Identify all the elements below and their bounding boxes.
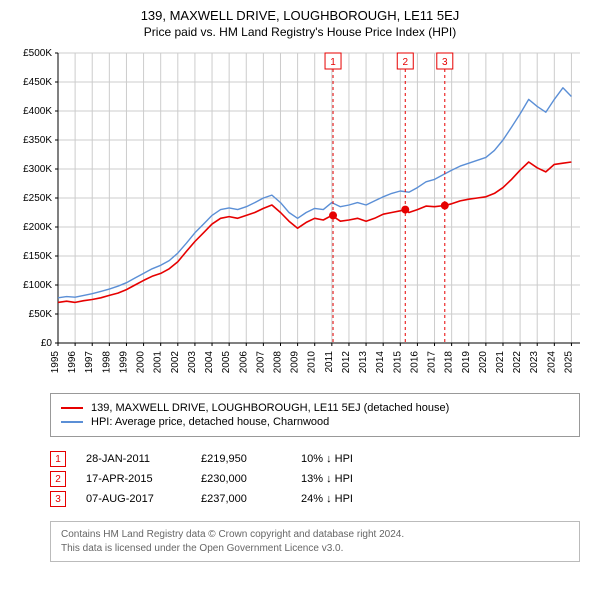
svg-text:1995: 1995 [50, 351, 61, 374]
svg-text:£400K: £400K [23, 106, 52, 117]
svg-text:£50K: £50K [29, 309, 53, 320]
sale-price-1: £219,950 [201, 453, 281, 465]
sale-diff-3: 24% ↓ HPI [301, 493, 381, 505]
svg-text:2024: 2024 [546, 351, 557, 374]
sale-price-2: £230,000 [201, 473, 281, 485]
svg-text:1996: 1996 [67, 351, 78, 374]
svg-text:£350K: £350K [23, 135, 52, 146]
svg-text:2: 2 [402, 57, 408, 68]
svg-text:3: 3 [442, 57, 448, 68]
svg-text:2004: 2004 [204, 351, 215, 374]
svg-text:2018: 2018 [444, 351, 455, 374]
svg-text:1999: 1999 [118, 351, 129, 374]
svg-text:2002: 2002 [170, 351, 181, 374]
sales-row-2: 2 17-APR-2015 £230,000 13% ↓ HPI [50, 471, 580, 487]
legend-label-hpi: HPI: Average price, detached house, Char… [91, 416, 329, 428]
svg-text:£150K: £150K [23, 251, 52, 262]
legend-item-hpi: HPI: Average price, detached house, Char… [61, 416, 569, 428]
svg-text:2001: 2001 [153, 351, 164, 374]
svg-text:1998: 1998 [101, 351, 112, 374]
chart-title: 139, MAXWELL DRIVE, LOUGHBOROUGH, LE11 5… [10, 8, 590, 23]
svg-text:£200K: £200K [23, 222, 52, 233]
sales-row-1: 1 28-JAN-2011 £219,950 10% ↓ HPI [50, 451, 580, 467]
svg-text:£300K: £300K [23, 164, 52, 175]
svg-text:2013: 2013 [358, 351, 369, 374]
sales-table: 1 28-JAN-2011 £219,950 10% ↓ HPI 2 17-AP… [50, 447, 580, 511]
sale-date-3: 07-AUG-2017 [86, 493, 181, 505]
svg-text:£0: £0 [41, 338, 53, 349]
svg-text:2003: 2003 [187, 351, 198, 374]
price-chart: £0 £50K £100K £150K £200K £250K £300K £350K £400… [10, 45, 590, 385]
footer-line1: Contains HM Land Registry data © Crown c… [61, 528, 569, 542]
sale-date-1: 28-JAN-2011 [86, 453, 181, 465]
svg-text:2021: 2021 [495, 351, 506, 374]
svg-text:£100K: £100K [23, 280, 52, 291]
svg-text:2006: 2006 [238, 351, 249, 374]
svg-text:2012: 2012 [341, 351, 352, 374]
svg-text:2008: 2008 [272, 351, 283, 374]
svg-text:2011: 2011 [324, 351, 335, 373]
svg-text:2000: 2000 [136, 351, 147, 374]
legend-item-property: 139, MAXWELL DRIVE, LOUGHBOROUGH, LE11 5… [61, 402, 569, 414]
svg-text:2007: 2007 [255, 351, 266, 374]
legend-swatch-property [61, 407, 83, 409]
sales-row-3: 3 07-AUG-2017 £237,000 24% ↓ HPI [50, 491, 580, 507]
legend-label-property: 139, MAXWELL DRIVE, LOUGHBOROUGH, LE11 5… [91, 402, 449, 414]
svg-text:2014: 2014 [375, 351, 386, 374]
svg-text:2023: 2023 [529, 351, 540, 374]
svg-text:2020: 2020 [478, 351, 489, 374]
svg-text:2017: 2017 [427, 351, 438, 374]
svg-text:£450K: £450K [23, 77, 52, 88]
sale-diff-1: 10% ↓ HPI [301, 453, 381, 465]
svg-text:2010: 2010 [307, 351, 318, 374]
sale-price-3: £237,000 [201, 493, 281, 505]
svg-text:1997: 1997 [84, 351, 95, 374]
marker-badge-3: 3 [50, 491, 66, 507]
legend-box: 139, MAXWELL DRIVE, LOUGHBOROUGH, LE11 5… [50, 393, 580, 437]
marker-badge-2: 2 [50, 471, 66, 487]
footer-line2: This data is licensed under the Open Gov… [61, 542, 569, 556]
svg-text:2019: 2019 [461, 351, 472, 374]
svg-text:2009: 2009 [290, 351, 301, 374]
sale-date-2: 17-APR-2015 [86, 473, 181, 485]
svg-text:2022: 2022 [512, 351, 523, 374]
svg-text:2025: 2025 [563, 351, 574, 374]
svg-text:£250K: £250K [23, 193, 52, 204]
chart-svg: £0 £50K £100K £150K £200K £250K £300K £350K £400… [10, 45, 590, 385]
legend-swatch-hpi [61, 421, 83, 423]
svg-text:2015: 2015 [392, 351, 403, 374]
svg-text:2005: 2005 [221, 351, 232, 374]
chart-subtitle: Price paid vs. HM Land Registry's House … [10, 25, 590, 39]
footer-attribution: Contains HM Land Registry data © Crown c… [50, 521, 580, 562]
svg-text:1: 1 [330, 57, 336, 68]
svg-text:2016: 2016 [409, 351, 420, 374]
sale-diff-2: 13% ↓ HPI [301, 473, 381, 485]
svg-text:£500K: £500K [23, 48, 52, 59]
marker-badge-1: 1 [50, 451, 66, 467]
